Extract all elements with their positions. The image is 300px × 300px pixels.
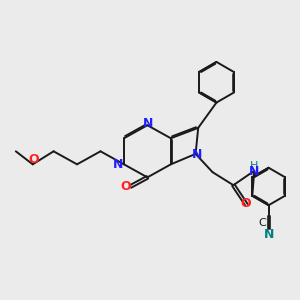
Text: H: H [250,161,258,171]
Text: O: O [241,197,251,210]
Text: N: N [248,165,259,178]
Text: N: N [143,117,153,130]
Text: C: C [258,218,266,228]
Text: O: O [121,180,131,193]
Text: O: O [28,153,39,166]
Text: N: N [264,228,274,241]
Text: N: N [113,158,123,171]
Text: N: N [192,148,202,161]
